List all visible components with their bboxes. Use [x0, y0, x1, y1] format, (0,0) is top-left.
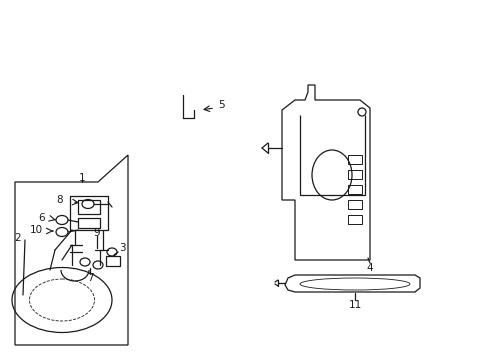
- Text: 9: 9: [94, 228, 100, 238]
- Text: 10: 10: [29, 225, 42, 235]
- Text: 1: 1: [79, 173, 85, 183]
- Text: 7: 7: [86, 273, 93, 283]
- Text: 3: 3: [119, 243, 125, 253]
- Text: 6: 6: [39, 213, 45, 223]
- Text: 4: 4: [366, 263, 372, 273]
- Text: 2: 2: [15, 233, 21, 243]
- Text: 5: 5: [218, 100, 224, 110]
- Text: 8: 8: [57, 195, 63, 205]
- Text: 11: 11: [347, 300, 361, 310]
